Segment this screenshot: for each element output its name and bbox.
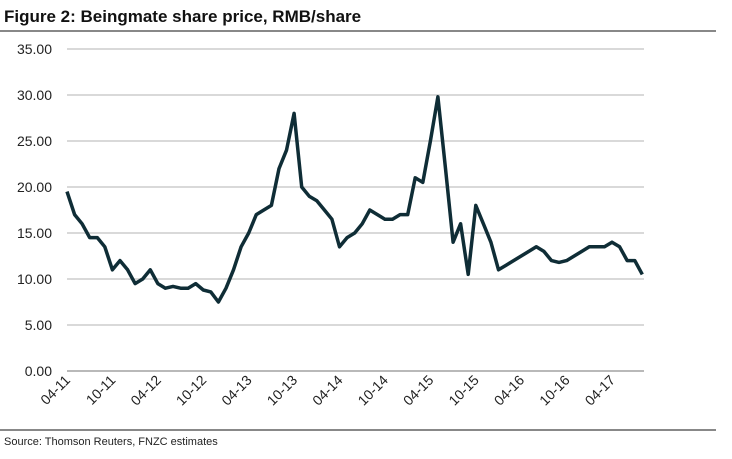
x-tick-label: 04-17 (582, 372, 619, 409)
chart-title: Figure 2: Beingmate share price, RMB/sha… (4, 7, 361, 26)
x-tick-label: 04-16 (491, 372, 528, 409)
y-tick-label: 30.00 (17, 87, 52, 103)
x-tick-label: 04-14 (309, 372, 346, 409)
y-tick-label: 5.00 (25, 317, 52, 333)
y-tick-label: 10.00 (17, 271, 52, 287)
y-tick-label: 15.00 (17, 225, 52, 241)
x-tick-label: 10-15 (445, 372, 482, 409)
x-tick-label: 04-15 (400, 372, 437, 409)
y-tick-label: 20.00 (17, 179, 52, 195)
price-line (65, 95, 644, 304)
x-tick-label: 10-13 (264, 372, 301, 409)
y-tick-label: 25.00 (17, 133, 52, 149)
x-tick-label: 04-13 (218, 372, 255, 409)
x-tick-label: 10-16 (536, 372, 573, 409)
y-tick-label: 0.00 (25, 363, 52, 379)
y-tick-label: 35.00 (17, 41, 52, 57)
x-tick-label: 10-14 (354, 372, 391, 409)
x-tick-label: 10-12 (173, 372, 210, 409)
x-tick-label: 04-12 (127, 372, 164, 409)
x-tick-label: 10-11 (83, 372, 119, 408)
source-note: Source: Thomson Reuters, FNZC estimates (4, 436, 218, 448)
